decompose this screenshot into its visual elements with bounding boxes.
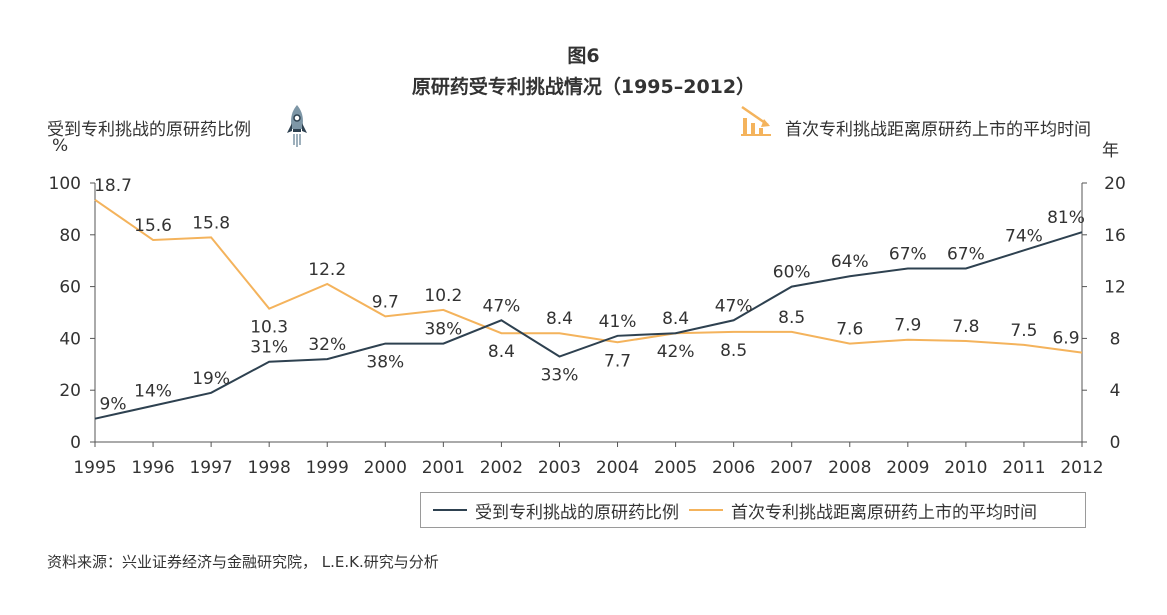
right-axis-label: 首次专利挑战距离原研药上市的平均时间	[785, 120, 1091, 140]
data-label-challenge-ratio: 41%	[599, 312, 637, 332]
right-axis-unit: 年	[1102, 141, 1119, 161]
legend-swatch-challenge-ratio	[433, 509, 467, 511]
data-label-challenge-ratio: 9%	[100, 395, 127, 415]
right-tick-label: 16	[1104, 226, 1126, 246]
left-tick-label: 60	[59, 278, 81, 298]
legend: 受到专利挑战的原研药比例 首次专利挑战距离原研药上市的平均时间	[420, 492, 1086, 528]
data-label-challenge-ratio: 14%	[134, 382, 172, 402]
chart-title: 原研药受专利挑战情况（1995–2012）	[411, 76, 756, 98]
x-tick-label: 2011	[1002, 458, 1045, 478]
data-label-avg-time: 8.4	[488, 342, 515, 362]
data-label-challenge-ratio: 33%	[541, 366, 579, 386]
legend-label-avg-time: 首次专利挑战距离原研药上市的平均时间	[731, 502, 1037, 523]
data-label-avg-time: 15.6	[134, 216, 172, 236]
data-label-avg-time: 10.3	[250, 318, 288, 338]
data-label-challenge-ratio: 60%	[773, 263, 811, 283]
data-label-avg-time: 8.4	[546, 309, 573, 329]
left-tick-label: 80	[59, 226, 81, 246]
data-label-challenge-ratio: 38%	[366, 353, 404, 373]
data-label-avg-time: 18.7	[94, 176, 132, 196]
data-label-avg-time: 6.9	[1052, 329, 1079, 349]
series-line-challenge-ratio	[94, 231, 1083, 420]
data-label-avg-time: 7.5	[1010, 321, 1037, 341]
right-tick-label: 4	[1110, 381, 1121, 401]
data-label-avg-time: 12.2	[308, 260, 346, 280]
data-label-challenge-ratio: 74%	[1005, 226, 1043, 246]
data-label-challenge-ratio: 81%	[1047, 208, 1085, 228]
x-tick-label: 2002	[480, 458, 523, 478]
x-tick-label: 2009	[886, 458, 929, 478]
data-label-avg-time: 7.8	[952, 317, 979, 337]
declining-bar-chart-icon	[741, 105, 771, 136]
x-tick-label: 1995	[73, 458, 116, 478]
x-tick-label: 2003	[538, 458, 581, 478]
data-label-avg-time: 9.7	[372, 292, 399, 312]
series-line-avg-time	[94, 199, 1083, 354]
x-tick-label: 1998	[248, 458, 291, 478]
x-tick-label: 2010	[944, 458, 987, 478]
left-tick-label: 20	[59, 381, 81, 401]
legend-label-challenge-ratio: 受到专利挑战的原研药比例	[475, 502, 679, 523]
x-tick-label: 2006	[712, 458, 755, 478]
data-label-avg-time: 7.7	[604, 351, 631, 371]
right-tick-label: 0	[1110, 433, 1121, 453]
data-label-challenge-ratio: 47%	[715, 296, 753, 316]
data-label-avg-time: 7.9	[894, 316, 921, 336]
left-axis-unit: %	[52, 136, 69, 156]
data-label-challenge-ratio: 32%	[308, 335, 346, 355]
data-label-challenge-ratio: 31%	[250, 338, 288, 358]
data-label-avg-time: 8.4	[662, 309, 689, 329]
x-tick-label: 2005	[654, 458, 697, 478]
data-label-avg-time: 8.5	[720, 341, 747, 361]
rocket-icon	[287, 105, 307, 147]
legend-swatch-avg-time	[689, 509, 723, 511]
legend-item-challenge-ratio: 受到专利挑战的原研药比例	[433, 498, 679, 523]
legend-item-avg-time: 首次专利挑战距离原研药上市的平均时间	[689, 498, 1037, 523]
right-tick-label: 12	[1104, 278, 1126, 298]
data-label-challenge-ratio: 19%	[192, 369, 230, 389]
x-tick-label: 2004	[596, 458, 639, 478]
source-note: 资料来源：兴业证券经济与金融研究院， L.E.K.研究与分析	[47, 553, 439, 571]
x-tick-label: 2012	[1060, 458, 1103, 478]
data-label-challenge-ratio: 42%	[657, 342, 695, 362]
left-tick-label: 0	[70, 433, 81, 453]
data-label-challenge-ratio: 64%	[831, 252, 869, 272]
x-tick-label: 2008	[828, 458, 871, 478]
data-label-challenge-ratio: 67%	[947, 244, 985, 264]
data-label-avg-time: 7.6	[836, 320, 863, 340]
figure-number: 图6	[567, 45, 600, 67]
x-tick-label: 2007	[770, 458, 813, 478]
data-label-avg-time: 10.2	[424, 286, 462, 306]
left-axis-label: 受到专利挑战的原研药比例	[47, 120, 251, 140]
data-label-challenge-ratio: 47%	[483, 296, 521, 316]
data-label-avg-time: 8.5	[778, 308, 805, 328]
left-tick-label: 40	[59, 329, 81, 349]
right-tick-label: 20	[1104, 174, 1126, 194]
x-tick-label: 1999	[306, 458, 349, 478]
x-tick-label: 1997	[189, 458, 232, 478]
x-tick-label: 2000	[364, 458, 407, 478]
data-label-challenge-ratio: 67%	[889, 244, 927, 264]
data-label-challenge-ratio: 38%	[424, 320, 462, 340]
data-label-avg-time: 15.8	[192, 213, 230, 233]
x-tick-label: 2001	[422, 458, 465, 478]
left-tick-label: 100	[49, 174, 81, 194]
x-tick-label: 1996	[131, 458, 174, 478]
right-tick-label: 8	[1110, 329, 1121, 349]
